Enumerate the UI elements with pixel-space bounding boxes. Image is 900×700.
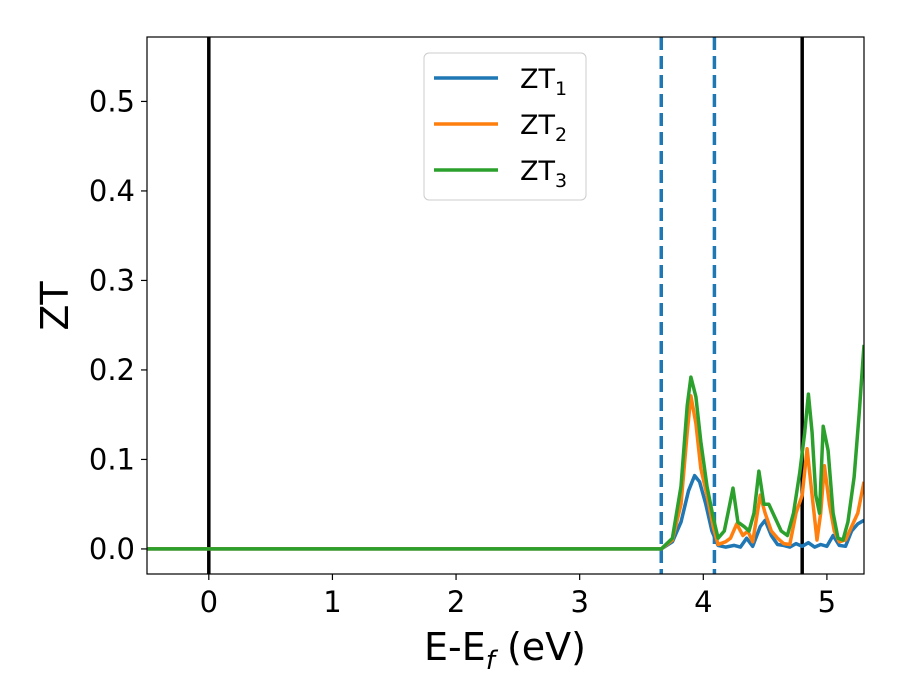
x-tick-label: 5	[818, 585, 836, 619]
x-tick-label: 3	[570, 585, 588, 619]
y-tick-label: 0.2	[89, 353, 135, 387]
series-line-zt1	[147, 473, 864, 551]
plot-frame	[146, 36, 865, 575]
series-line-zt2	[147, 394, 864, 551]
plot-area	[147, 37, 864, 574]
legend-box	[423, 52, 587, 201]
x-tick-label: 2	[447, 585, 465, 619]
y-tick-label: 0.5	[89, 84, 135, 118]
series-line-zt3	[147, 344, 864, 551]
x-tick-label: 0	[200, 585, 218, 619]
y-axis-label: ZT	[33, 281, 77, 331]
x-tick-label: 1	[323, 585, 341, 619]
y-tick-label: 0.4	[89, 174, 135, 208]
x-axis-ticks: 0 1 2 3 4 5	[200, 574, 836, 619]
y-axis-ticks: 0.0 0.1 0.2 0.3 0.4 0.5	[89, 84, 147, 566]
x-axis-label-unit: (eV)	[495, 625, 586, 669]
y-tick-label: 0.0	[89, 532, 135, 566]
legend-label-zt2: ZT2	[520, 110, 567, 146]
legend-label-zt3: ZT3	[520, 156, 567, 192]
x-tick-label: 4	[694, 585, 712, 619]
y-tick-label: 0.1	[89, 442, 135, 476]
legend-label-zt1: ZT1	[520, 64, 567, 100]
legend: ZT1 ZT2 ZT3	[423, 52, 587, 201]
series-lines	[147, 344, 864, 551]
x-axis-label: E-Ef (eV)	[424, 625, 586, 676]
y-tick-label: 0.3	[89, 263, 135, 297]
